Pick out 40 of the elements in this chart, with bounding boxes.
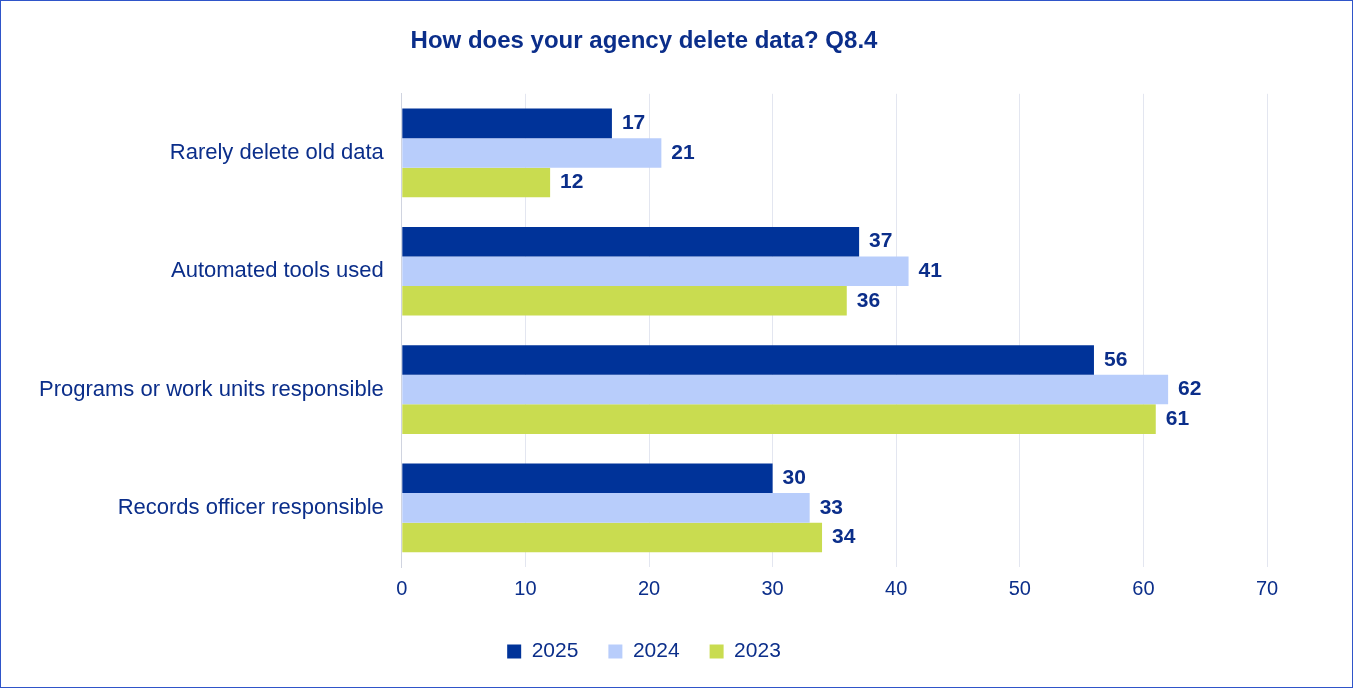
x-tick-label: 50: [1008, 576, 1031, 599]
data-label: 12: [560, 169, 584, 193]
data-label: 21: [671, 139, 696, 163]
legend-label: 2024: [632, 638, 680, 662]
y-tick-label: Rarely delete old data: [169, 139, 385, 165]
legend-label: 2023: [734, 638, 781, 662]
bar: [402, 404, 1156, 434]
data-label: 34: [832, 524, 856, 548]
x-tick-label: 40: [885, 576, 908, 599]
bar: [402, 108, 612, 139]
chart-title: How does your agency delete data? Q8.4: [410, 26, 879, 54]
x-tick-label: 30: [761, 576, 784, 599]
data-label: 30: [782, 465, 806, 489]
bar: [402, 522, 823, 553]
data-label: 62: [1178, 376, 1202, 400]
data-label: 61: [1165, 405, 1190, 429]
bar: [402, 138, 662, 168]
bar: [402, 226, 860, 257]
data-label: 41: [918, 258, 943, 282]
data-label: 17: [621, 110, 646, 134]
x-tick-label: 20: [637, 576, 661, 599]
y-tick-label: Programs or work units responsible: [38, 375, 384, 401]
data-label: 37: [869, 228, 893, 252]
legend-label: 2025: [531, 638, 579, 662]
y-tick-label: Automated tools used: [170, 257, 384, 283]
bar: [402, 493, 810, 523]
bar: [402, 463, 773, 494]
bar: [402, 345, 1094, 375]
data-label: 33: [819, 494, 844, 518]
y-tick-label: Records officer responsible: [117, 493, 384, 519]
x-tick-label: 0: [396, 576, 408, 599]
x-tick-label: 60: [1132, 576, 1155, 599]
data-label: 36: [856, 287, 881, 311]
bar: [402, 256, 909, 287]
bar: [402, 286, 847, 316]
bar: [402, 167, 551, 198]
x-tick-label: 10: [514, 576, 537, 599]
bar: [402, 374, 1169, 405]
x-tick-label: 70: [1255, 576, 1279, 599]
data-label: 56: [1103, 346, 1128, 370]
